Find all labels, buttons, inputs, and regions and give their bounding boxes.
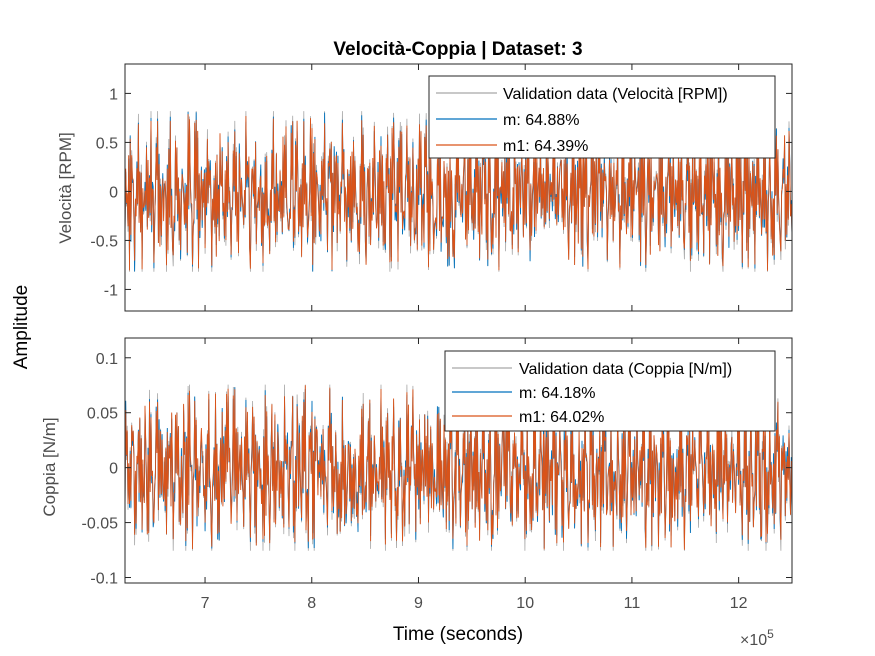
legend-entry-validation: Validation data (Velocità [RPM]): [503, 86, 728, 103]
coppia-axes-box: [124, 337, 793, 584]
y-tick-label: 0.1: [96, 351, 118, 368]
y-tick-label: -0.1: [90, 571, 118, 588]
x-exponent-base: ×10: [740, 632, 767, 649]
legend-entry-m1: m1: 64.39%: [503, 138, 588, 155]
x-tick-label: 11: [624, 595, 641, 612]
y-tick-label: -1: [104, 282, 118, 299]
x-tick-label: 7: [201, 595, 210, 612]
y-tick-label: -0.05: [82, 516, 119, 533]
coppia-legend: Validation data (Coppia [N/m]) m: 64.18%…: [444, 350, 776, 432]
y-tick-label: 1: [109, 86, 118, 103]
x-tick-label: 8: [307, 595, 316, 612]
coppia-axes: 7 8 9 10 11 120.10.050-0.05-0.1 Coppia [N/m] …: [40, 337, 793, 612]
x-axis-label: Time (seconds): [393, 624, 523, 645]
y-tick-label: 0.5: [96, 135, 118, 152]
x-tick-label: 10: [516, 595, 534, 612]
x-exponent-power: 5: [767, 627, 774, 641]
velocita-ticks: 1 0.5 0 -0.5 -1: [90, 64, 792, 311]
series-line-m1: [124, 113, 793, 271]
x-exponent-label: ×105: [740, 627, 774, 649]
series-line-m1: [124, 385, 793, 550]
velocita-legend: Validation data (Velocità [RPM]) m: 64.8…: [428, 75, 776, 159]
velocita-y-label: Velocità [RPM]: [56, 132, 75, 244]
y-tick-label: 0: [109, 184, 118, 201]
y-tick-label: 0.05: [87, 406, 118, 423]
shared-y-label: Amplitude: [11, 285, 32, 370]
velocita-axes: 1 0.5 0 -0.5 -1 Velocità [RPM] Validation da…: [56, 63, 793, 312]
legend-entry-m: m: 64.18%: [519, 385, 595, 402]
coppia-ticks: 7 8 9 10 11 12 0.1 0.05 0 -0.05 -0.1: [82, 338, 792, 612]
legend-entry-m: m: 64.88%: [503, 112, 579, 129]
x-tick-label: 12: [730, 595, 748, 612]
legend-entry-m1: m1: 64.02%: [519, 409, 604, 426]
legend-entry-validation: Validation data (Coppia [N/m]): [519, 361, 732, 378]
coppia-y-label: Coppia [N/m]: [40, 417, 59, 516]
y-tick-label: -0.5: [90, 233, 118, 250]
coppia-traces: [124, 384, 793, 551]
velocita-axes-box: [124, 63, 793, 312]
coppia-legend-box: [444, 350, 776, 432]
x-tick-label: 9: [414, 595, 423, 612]
figure-title: Velocità-Coppia | Dataset: 3: [333, 39, 582, 60]
y-tick-label: 0: [109, 461, 118, 478]
velocita-legend-box: [428, 75, 776, 159]
